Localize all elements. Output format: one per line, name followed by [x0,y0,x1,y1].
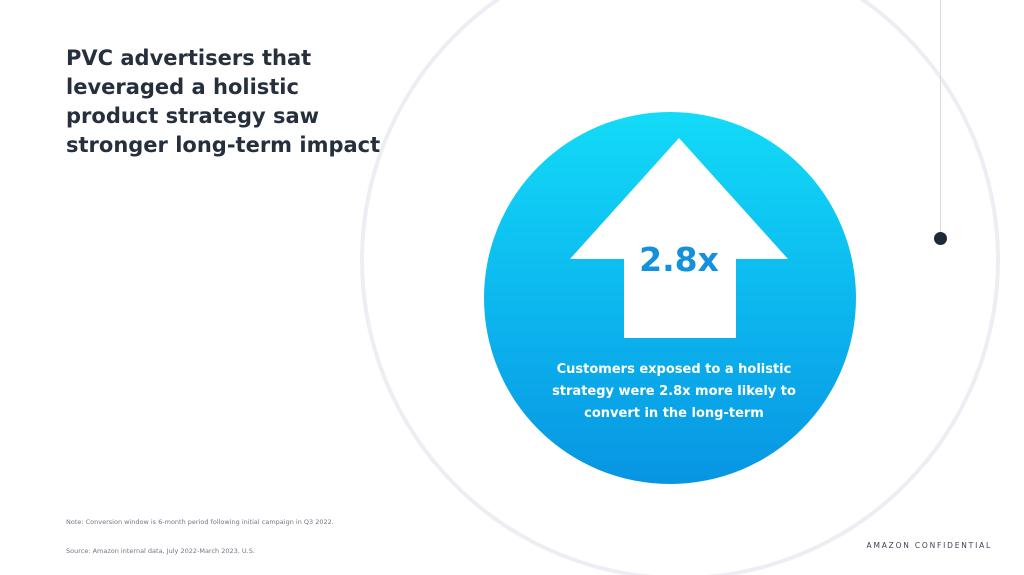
footnote-note: Note: Conversion window is 6-month perio… [66,518,334,526]
timeline-line [940,0,941,232]
up-arrow-icon [570,138,788,338]
timeline-dot [934,232,947,245]
slide-headline: PVC advertisers that leveraged a holisti… [66,46,381,157]
confidential-label: AMAZON CONFIDENTIAL [866,541,992,550]
stat-multiplier: 2.8x [639,240,719,279]
stat-caption: Customers exposed to a holistic strategy… [552,362,796,421]
footnote-source: Source: Amazon internal data, July 2022-… [66,547,255,555]
